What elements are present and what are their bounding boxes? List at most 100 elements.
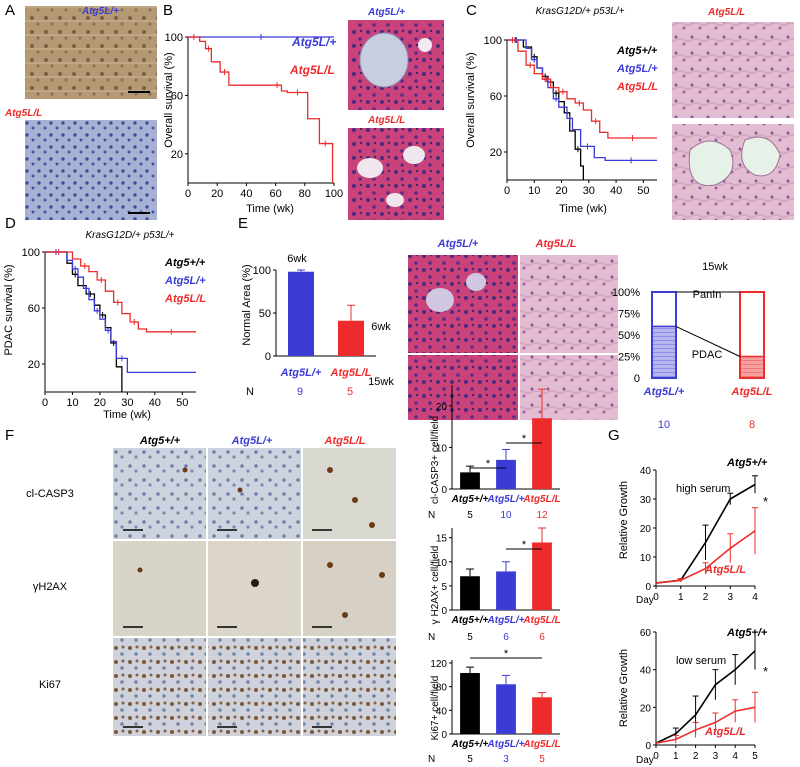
ylabel-e: Normal Area (%) [241,264,253,345]
n-value: 5 [539,754,545,765]
series-line-ko [188,36,334,183]
y-tick-label: 10 [436,443,448,454]
label-b-img-ko: Atg5L/L [367,115,405,126]
row-f-ki67: Ki67 [39,679,61,691]
label-a-ko: Atg5L/L [4,108,42,119]
stained-cell [327,562,333,568]
x-tick-label: 4 [752,592,758,603]
y-tick-label: 15 [436,534,448,545]
gland [688,140,734,187]
bar-wt [460,673,480,734]
y-tick-label: 60 [28,303,40,315]
n-e-het: 9 [297,386,303,398]
micrograph-f-h2ax-wt [113,541,206,636]
stained-cell [182,467,188,473]
chart-d-pdac-survival: 0 10 20 30 40 50 20 60 100 [22,247,196,409]
xlabel-b: Time (wk) [246,203,294,215]
growth-line-ko [655,706,756,744]
y-tick-label: 60 [640,628,652,639]
stack-label-pdac: PDAC [692,349,723,361]
bar-category-label: Atg5L/L [522,494,560,505]
x-tick-label: 3 [713,751,719,762]
chart-f-h2ax: 0 5 10 15 Atg5+/+ 5 Atg5L/+ 6 Atg5L/L 6 * [436,527,561,643]
x-tick-label: 2 [693,751,699,762]
series-line-wt [45,251,123,392]
n-value: 12 [536,510,548,521]
y-tick-label: 40 [640,666,652,677]
y-tick-label: 0 [441,730,447,741]
y-tick-label: 0 [441,485,447,496]
y-tick-label: 0 [645,582,651,593]
stack-segment-pdac [652,326,676,378]
n-value: 6 [503,632,509,643]
y-tick-label: 100 [165,32,183,44]
micrograph-f-ki67-het [208,638,301,736]
bar-ko [532,418,552,489]
legend-g1-ko: Atg5L/L [704,564,746,576]
panel-letter-c: C [466,2,477,19]
legend-b-ko: Atg5L/L [289,63,335,77]
row-f-h2ax: γH2AX [33,581,68,593]
y-tick-label: 75% [618,309,640,321]
bar-category-label: Atg5L/L [522,615,560,626]
label-f-het: Atg5L/+ [231,435,273,447]
stained-cell [369,522,375,528]
panel-letter-b: B [163,2,173,19]
y-tick-label: 100 [484,35,502,47]
legend-c-het: Atg5L/+ [616,63,658,75]
x-tick-label: 1 [678,592,684,603]
x-tick-label: 80 [299,188,311,200]
panel-letter-e: E [238,215,248,232]
x-tick-label: 50 [176,397,188,409]
y-tick-label: 50% [618,330,640,342]
bar-het [496,571,516,610]
islet [466,273,486,291]
micrograph-e-6wk-het [408,255,518,353]
y-tick-label: 120 [430,659,447,670]
chart-e-stacked: 0 25% 50% 75% 100% Atg5L/+ Atg5L/L [612,287,773,398]
y-tick-label: 20 [436,402,448,413]
chart-f-casp3: 0 10 20 Atg5+/+ 5 Atg5L/+ 10 Atg5L/L 12 * * [436,385,561,521]
connector-line [675,325,741,357]
stained-cell [137,567,143,573]
n-value: 5 [467,510,473,521]
stained-cell [352,497,358,503]
ylabel-f-ki67: Ki67+ cell/field [430,676,441,741]
panel-letter-d: D [5,215,16,232]
legend-d-wt: Atg5+/+ [164,257,206,269]
legend-b-het: Atg5L/+ [291,35,336,49]
panel-letter-g: G [608,427,620,444]
x-tick-label: 20 [94,397,106,409]
ylabel-f-h2ax: γ H2AX+ cell/field [430,546,441,625]
title-c: KrasG12D/+ p53L/+ [536,6,625,17]
y-tick-label: 40 [436,706,448,717]
significance-star: * [522,539,527,551]
ylabel-d: PDAC survival (%) [3,264,15,355]
y-tick-label: 20 [171,149,183,161]
significance-star: * [486,458,491,470]
y-tick-label: 0 [441,606,447,617]
n-e-ko: 5 [347,386,353,398]
x-tick-label: 40 [610,185,622,197]
x-tick-label: 30 [121,397,133,409]
series-line-ko [45,251,196,333]
stained-cell [379,572,385,578]
n-e15-het: 10 [658,419,670,431]
bar-category-label: Atg5+/+ [451,494,489,505]
x-tick-label: 4 [732,751,738,762]
xlabel-d: Time (wk) [103,409,151,421]
x-tick-label: 0 [42,397,48,409]
significance-star: * [504,648,509,660]
islet [359,32,409,88]
x-tick-label: 0 [504,185,510,197]
x-tick-label: 50 [637,185,649,197]
panel-letter-a: A [5,2,15,19]
panel-letter-f: F [5,427,14,444]
islet [426,288,454,312]
micrograph-f-casp3-ko [303,448,396,539]
micrograph-f-ki67-ko [303,638,396,736]
label-b-img-het: Atg5L/+ [367,7,405,18]
y-tick-label: 0 [645,741,651,752]
n-value: 6 [539,632,545,643]
